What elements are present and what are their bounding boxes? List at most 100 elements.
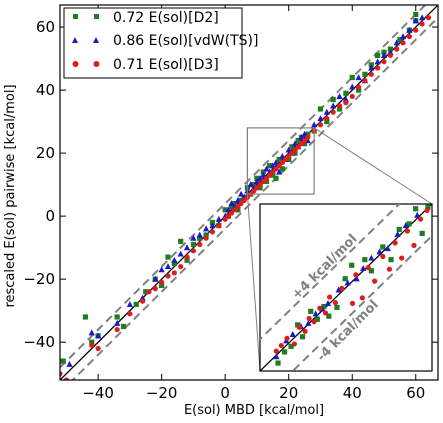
inset-point xyxy=(339,285,345,291)
data-point xyxy=(197,241,203,248)
data-point xyxy=(324,115,330,122)
data-point xyxy=(270,172,276,178)
inset-point xyxy=(413,206,419,212)
data-point xyxy=(237,190,245,197)
offset-line xyxy=(60,5,427,369)
inset-point xyxy=(376,248,383,255)
data-point xyxy=(234,196,242,203)
inset-point xyxy=(372,278,378,284)
data-point xyxy=(343,90,349,96)
legend-label-d2: 0.72 E(sol)[D2] xyxy=(113,10,219,26)
data-point xyxy=(419,21,425,27)
inset-point xyxy=(425,204,431,210)
inset-point xyxy=(317,305,323,311)
data-point xyxy=(387,52,393,59)
data-point xyxy=(253,178,261,185)
inset-point xyxy=(308,308,314,314)
data-point xyxy=(183,244,191,251)
inset-point xyxy=(273,348,279,354)
data-point xyxy=(114,326,120,333)
data-point xyxy=(324,118,330,125)
data-point xyxy=(82,314,89,320)
data-point xyxy=(362,71,368,77)
data-point xyxy=(171,260,177,267)
data-point xyxy=(349,93,355,99)
data-point xyxy=(216,222,222,229)
zoom-region-indicator xyxy=(246,127,433,372)
data-point xyxy=(146,289,152,295)
data-point xyxy=(273,166,279,172)
inset-point xyxy=(299,334,306,340)
data-point xyxy=(63,377,69,380)
y-tick-label: 0 xyxy=(45,207,55,225)
zoom-connector xyxy=(313,127,433,205)
data-point xyxy=(190,241,197,248)
inset-point xyxy=(399,255,405,261)
data-point xyxy=(289,150,295,156)
inset-point xyxy=(394,230,401,237)
data-point xyxy=(368,71,374,77)
inset-point xyxy=(362,257,368,263)
data-point xyxy=(260,178,266,185)
data-point xyxy=(282,156,289,163)
inset-point xyxy=(289,331,296,338)
y-axis-label: rescaled E(sol) pairwise [kcal/mol] xyxy=(3,84,18,307)
x-tick-label: 20 xyxy=(279,384,298,402)
data-point xyxy=(164,263,172,270)
data-point xyxy=(254,185,260,191)
data-point xyxy=(197,235,203,241)
inset-point xyxy=(419,230,425,237)
data-point xyxy=(375,52,381,59)
data-point xyxy=(263,175,270,181)
data-point xyxy=(276,163,282,169)
zoom-rect xyxy=(246,127,315,195)
inset-line xyxy=(291,234,432,371)
data-point xyxy=(158,266,165,273)
inset-line xyxy=(260,204,401,341)
data-point xyxy=(381,59,387,65)
data-point xyxy=(256,174,264,181)
inset-point xyxy=(281,349,288,355)
data-point xyxy=(66,360,73,367)
data-point xyxy=(301,137,308,144)
inset-point xyxy=(312,310,319,317)
data-point xyxy=(336,93,343,99)
data-point xyxy=(159,279,165,285)
inset-point xyxy=(417,216,424,222)
legend-marker-square xyxy=(94,14,99,19)
inset-point xyxy=(353,275,360,282)
data-point xyxy=(269,162,276,169)
data-point xyxy=(406,33,413,40)
data-point xyxy=(298,141,305,147)
data-point xyxy=(95,345,101,352)
x-tick-label: 60 xyxy=(406,384,425,402)
data-point xyxy=(289,144,295,150)
inset-point xyxy=(344,279,351,286)
inset-point xyxy=(365,265,371,271)
y-tick-label: −20 xyxy=(23,270,55,288)
legend-marker-square xyxy=(73,14,78,19)
data-point xyxy=(298,133,305,140)
data-point xyxy=(292,150,298,156)
data-point xyxy=(279,159,285,166)
data-point xyxy=(177,250,184,257)
data-point xyxy=(196,231,203,238)
data-point xyxy=(178,263,184,270)
inset-point xyxy=(349,262,355,268)
data-point xyxy=(310,121,318,128)
legend-marker-triangle xyxy=(72,37,78,43)
data-point xyxy=(263,178,270,185)
data-point xyxy=(279,152,286,159)
data-point xyxy=(257,182,263,188)
data-point xyxy=(394,46,400,52)
data-point xyxy=(362,78,368,84)
data-point xyxy=(301,141,308,147)
data-point xyxy=(374,58,381,65)
data-point xyxy=(159,282,165,289)
inset-point xyxy=(291,341,297,347)
data-point xyxy=(203,232,209,238)
legend: 0.72 E(sol)[D2] 0.86 E(sol)[vdW(TS)] 0.7… xyxy=(63,7,258,79)
data-point xyxy=(399,33,407,40)
data-point xyxy=(89,342,95,348)
